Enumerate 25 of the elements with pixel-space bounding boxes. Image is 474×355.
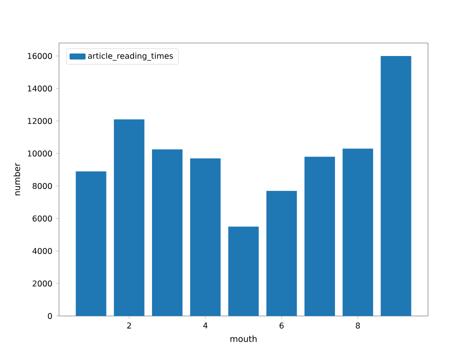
y-tick-label: 6000 (32, 215, 52, 222)
bar (152, 149, 183, 316)
y-tick-label: 16000 (28, 52, 52, 60)
y-tick-label: 10000 (28, 150, 52, 157)
bar (342, 148, 374, 316)
y-tick-label: 0 (48, 312, 52, 320)
x-tick-label: 4 (203, 322, 208, 328)
y-axis-title: number (14, 162, 20, 196)
y-tick-label: 8000 (32, 182, 52, 190)
x-tick-label: 8 (356, 322, 360, 329)
x-tick-label: 2 (127, 322, 131, 328)
x-tick-label: 6 (280, 322, 284, 329)
bar (266, 190, 297, 316)
bar (190, 158, 221, 316)
y-tick-label: 4000 (32, 248, 52, 254)
bar (304, 156, 335, 316)
y-tick-label: 2000 (32, 280, 52, 287)
y-tick-label: 14000 (28, 85, 52, 92)
x-axis-title: mouth (230, 335, 257, 342)
bar (114, 119, 144, 316)
bar (228, 226, 259, 316)
bar (380, 56, 412, 316)
y-tick-label: 12000 (28, 118, 52, 124)
bar (76, 171, 106, 316)
legend-label: article_reading_times (88, 52, 173, 61)
